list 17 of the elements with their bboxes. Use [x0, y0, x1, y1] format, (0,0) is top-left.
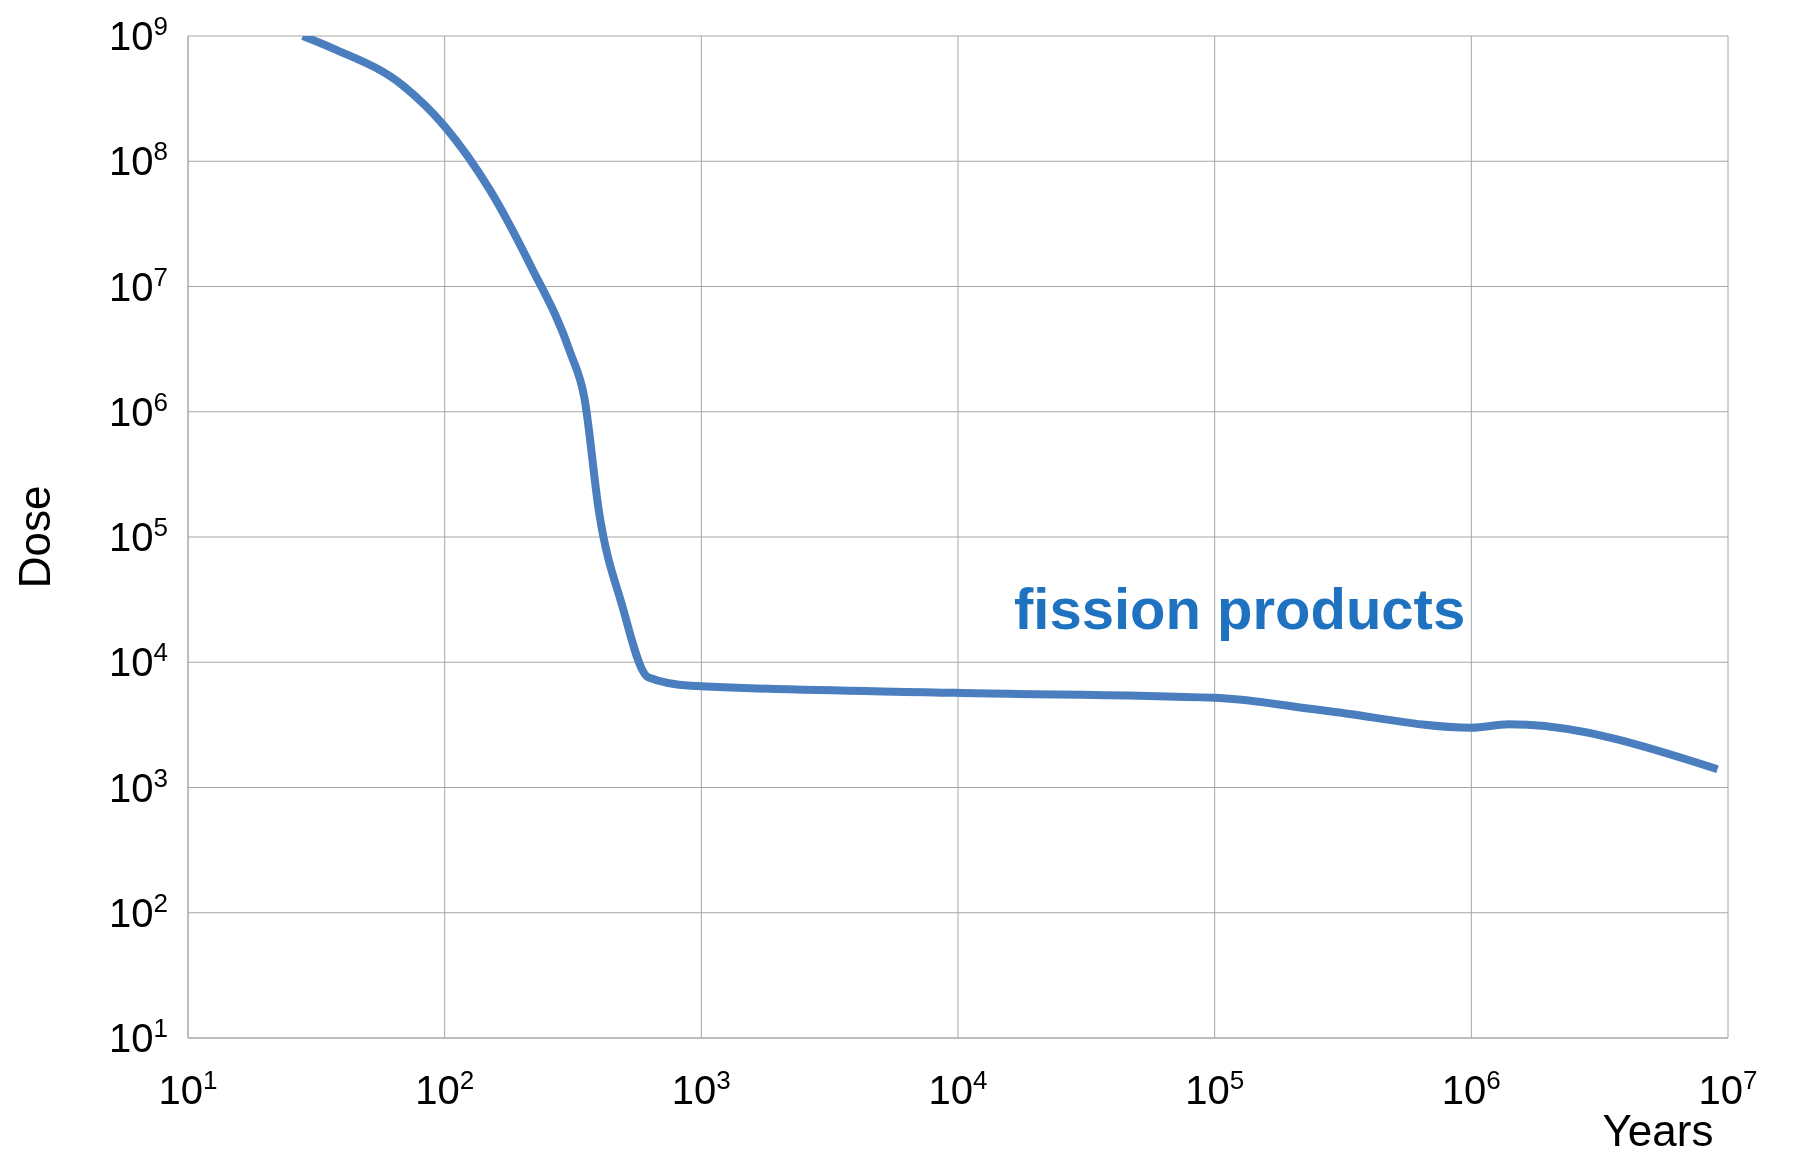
y-tick-label: 10$^{6}$: [109, 386, 168, 434]
x-tick-label: 10$^{1}$: [158, 1065, 218, 1112]
y-tick-label: 10$^{2}$: [109, 887, 168, 935]
y-tick-label: 10$^{3}$: [109, 762, 168, 810]
x-tick-label: 10$^{3}$: [671, 1065, 731, 1112]
x-tick-label: 10$^{5}$: [1185, 1065, 1245, 1112]
y-tick-label: 10$^{9}$: [109, 11, 168, 58]
y-tick-label: 10$^{5}$: [109, 512, 168, 559]
y-tick-label: 10$^{7}$: [109, 261, 168, 309]
y-tick-label: 10$^{8}$: [109, 136, 168, 184]
y-tick-label: 10$^{1}$: [109, 1013, 168, 1060]
y-axis-title: Dose: [9, 485, 59, 589]
x-tick-label: 10$^{2}$: [415, 1065, 475, 1112]
y-tick-label: 10$^{4}$: [109, 637, 168, 685]
x-tick-label: 10$^{4}$: [928, 1065, 988, 1112]
annotation: fission products: [1014, 576, 1466, 641]
x-tick-label: 10$^{6}$: [1441, 1065, 1501, 1112]
